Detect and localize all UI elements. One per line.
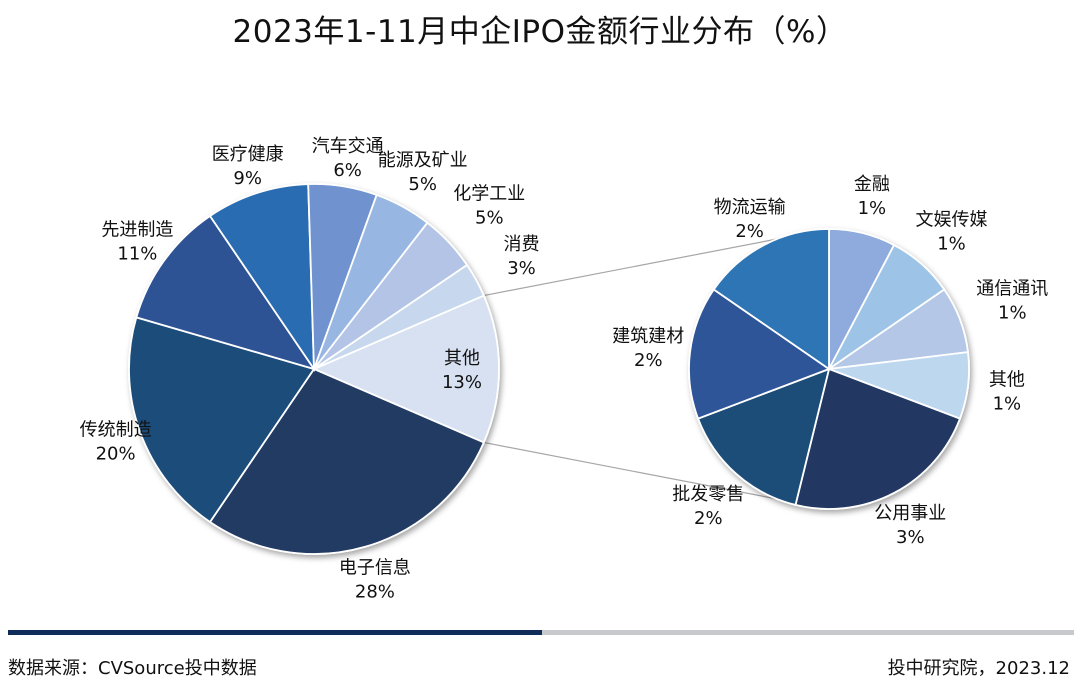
connector-lines <box>483 228 830 510</box>
secondary-pie <box>688 228 970 510</box>
main-slice-value-0: 13% <box>442 372 482 393</box>
main-pie <box>128 183 500 555</box>
main-slice-value-2: 20% <box>96 443 136 464</box>
main-slice-value-4: 9% <box>233 168 262 189</box>
secondary-slice-label-1: 文娱传媒 <box>916 210 988 231</box>
footer-source: 数据来源：CVSource投中数据 <box>8 658 257 679</box>
secondary-slice-value-7: 2% <box>735 221 764 242</box>
slice-labels: 其他 13% 电子信息 28% 传统制造 20% 先进制造 11% 医疗健康 9% 汽车交通 6% 能源… <box>80 136 1049 603</box>
main-slice-1 <box>208 367 485 555</box>
secondary-slice-value-5: 2% <box>694 508 723 529</box>
main-slice-value-6: 5% <box>408 174 437 195</box>
main-slice-8 <box>313 263 485 370</box>
connector-line-0 <box>483 228 830 297</box>
main-slice-value-8: 3% <box>507 258 536 279</box>
main-slice-label-7: 化学工业 <box>453 183 525 204</box>
secondary-slice-value-2: 1% <box>998 303 1027 324</box>
pie-of-pie-chart: 其他 13% 电子信息 28% 传统制造 20% 先进制造 11% 医疗健康 9% 汽车交通 6% 能源… <box>80 136 1049 603</box>
secondary-slice-label-0: 金融 <box>854 174 890 195</box>
secondary-slice-value-3: 1% <box>993 394 1022 415</box>
footer-divider-accent <box>8 630 542 635</box>
secondary-slice-5 <box>696 367 831 507</box>
main-slice-label-2: 传统制造 <box>80 419 152 440</box>
main-slice-label-4: 医疗健康 <box>212 144 284 165</box>
main-slice-value-5: 6% <box>333 160 362 181</box>
main-slice-value-7: 5% <box>475 207 504 228</box>
main-slice-0 <box>311 294 500 444</box>
main-slice-value-1: 28% <box>355 582 395 603</box>
secondary-slice-label-2: 通信通讯 <box>976 279 1048 300</box>
connector-line-1 <box>483 441 830 510</box>
secondary-slice-value-4: 3% <box>896 527 925 548</box>
main-slice-3 <box>135 214 317 371</box>
main-slice-label-6: 能源及矿业 <box>378 150 468 171</box>
footer-credit: 投中研究院，2023.12 <box>887 658 1070 679</box>
secondary-slice-6 <box>688 288 831 420</box>
main-slice-label-3: 先进制造 <box>101 220 173 241</box>
main-slice-label-0: 其他 <box>444 348 480 369</box>
secondary-slice-value-1: 1% <box>937 234 966 255</box>
secondary-slice-4 <box>794 367 962 510</box>
secondary-slice-label-3: 其他 <box>989 370 1025 391</box>
secondary-slice-label-5: 批发零售 <box>672 484 744 505</box>
main-slice-label-5: 汽车交通 <box>312 136 384 157</box>
secondary-slice-label-6: 建筑建材 <box>612 326 684 347</box>
secondary-slice-7 <box>712 228 830 371</box>
main-slice-value-3: 11% <box>117 244 157 265</box>
footer-divider <box>8 630 1074 635</box>
chart-title: 2023年1-11月中企IPO金额行业分布（%） <box>232 14 848 50</box>
secondary-slice-label-4: 公用事业 <box>874 503 946 524</box>
main-slice-4 <box>208 183 315 373</box>
secondary-slice-value-6: 2% <box>634 350 663 371</box>
main-slice-label-8: 消费 <box>504 234 540 255</box>
main-slice-label-1: 电子信息 <box>339 558 411 579</box>
secondary-slice-label-7: 物流运输 <box>714 197 786 218</box>
secondary-slice-value-0: 1% <box>858 198 887 219</box>
main-slice-2 <box>128 316 316 524</box>
